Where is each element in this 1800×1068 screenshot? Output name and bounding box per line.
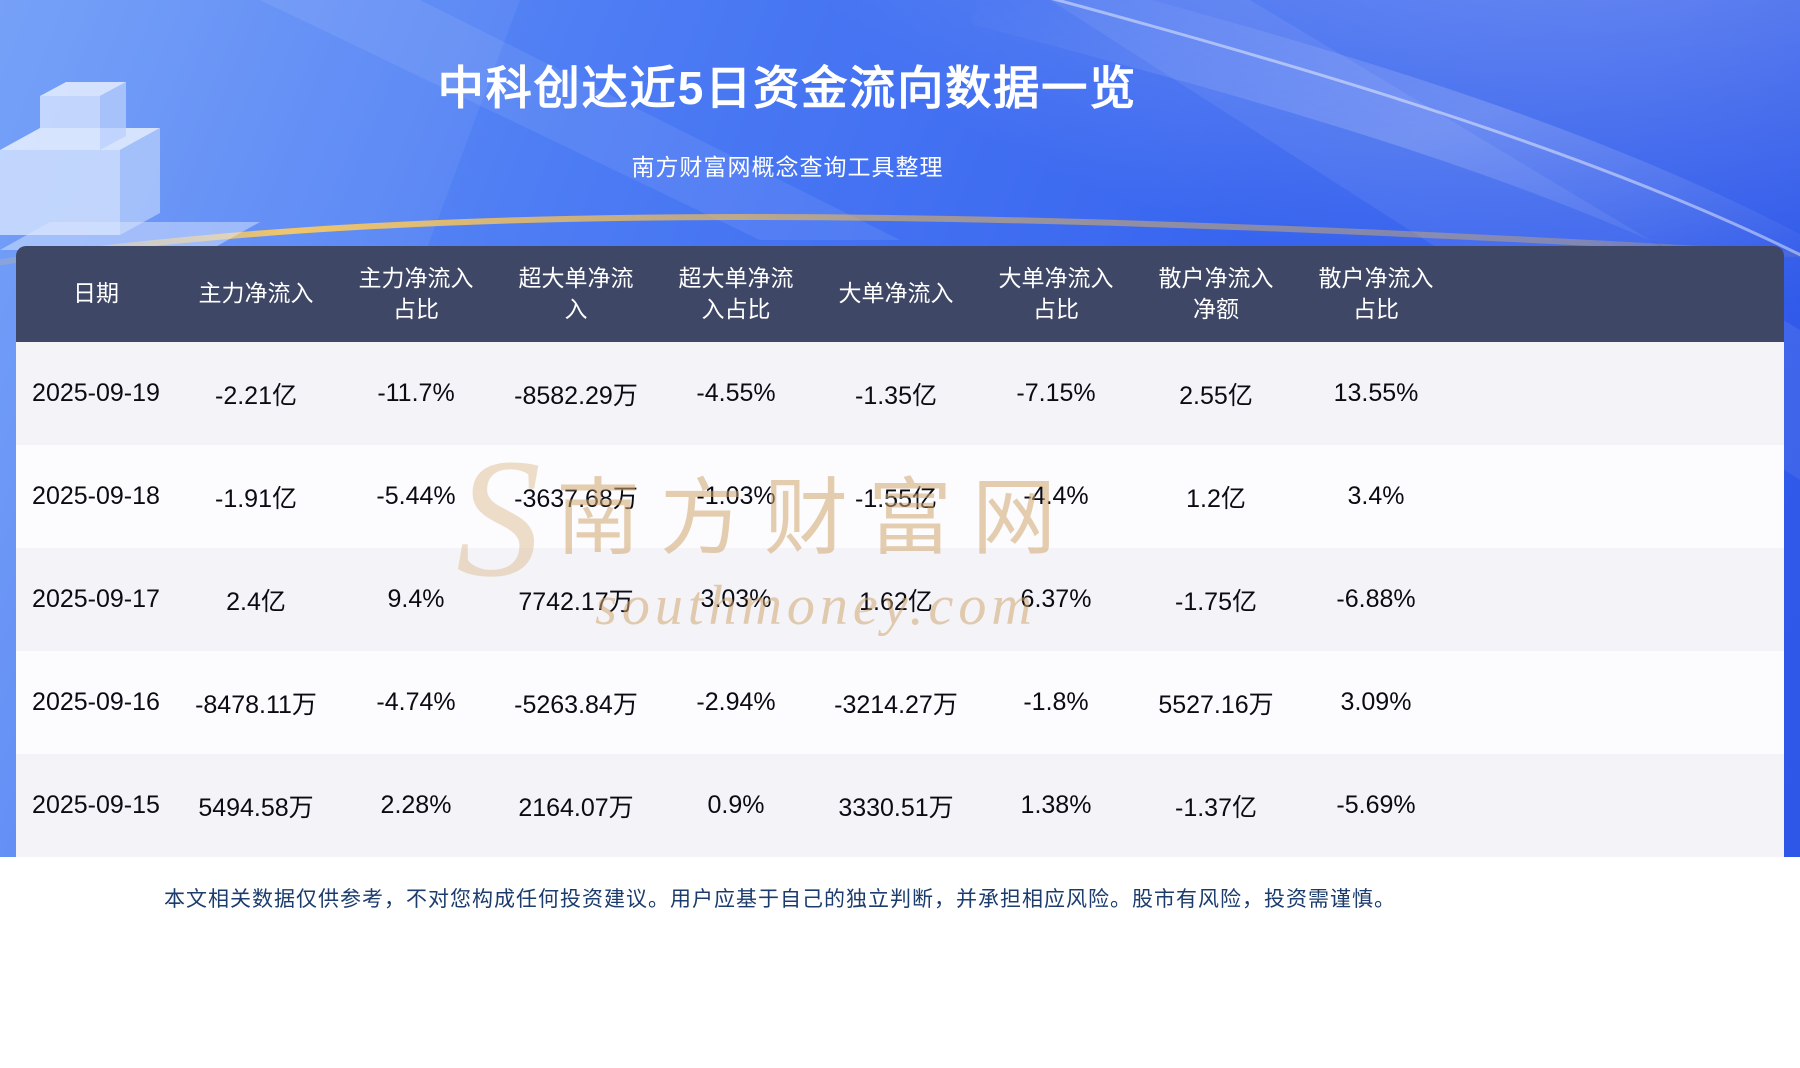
light-band (260, 0, 900, 240)
column-header-large-inflow: 大单净流入 (838, 280, 954, 307)
cell-date: 2025-09-19 (32, 379, 160, 407)
cell-large-inflow: -3214.27万 (834, 690, 958, 719)
cell-retail-inflow-pct: -5.69% (1336, 791, 1416, 819)
column-header-retail-inflow-pct: 散户净流入占比 (1318, 264, 1434, 322)
column-header-main-inflow-pct: 主力净流入占比 (358, 264, 474, 322)
cell-main-inflow: 2.4亿 (226, 587, 286, 616)
cell-retail-inflow: -1.37亿 (1175, 793, 1257, 822)
cell-main-inflow-pct: -11.7% (377, 379, 455, 407)
disclaimer-bar: 本文相关数据仅供参考，不对您构成任何投资建议。用户应基于自己的独立判断，并承担相… (0, 857, 1800, 1068)
cell-date: 2025-09-16 (32, 688, 160, 716)
cell-superlarge-inflow-pct: -2.94% (696, 688, 776, 716)
cell-superlarge-inflow: -8582.29万 (514, 381, 638, 410)
table-row: 2025-09-15 5494.58万 2.28% 2164.07万 0.9% … (16, 754, 1784, 857)
cell-date: 2025-09-15 (32, 791, 160, 819)
isometric-blocks (0, 82, 260, 250)
table-row: 2025-09-16 -8478.11万 -4.74% -5263.84万 -2… (16, 651, 1784, 754)
cell-retail-inflow-pct: 13.55% (1333, 379, 1419, 407)
cell-large-inflow-pct: -7.15% (1016, 379, 1096, 407)
cell-superlarge-inflow-pct: -1.03% (696, 482, 776, 510)
cell-main-inflow-pct: 9.4% (387, 585, 445, 613)
cell-retail-inflow: 1.2亿 (1186, 484, 1246, 513)
cell-large-inflow: -1.35亿 (855, 381, 937, 410)
cell-superlarge-inflow: 7742.17万 (518, 587, 634, 616)
table-header-row: 日期 主力净流入 主力净流入占比 超大单净流入 超大单净流入占比 大单净流入 大… (16, 246, 1784, 342)
cell-retail-inflow-pct: 3.09% (1340, 688, 1412, 716)
cell-large-inflow-pct: 1.38% (1020, 791, 1092, 819)
column-header-superlarge-inflow-pct: 超大单净流入占比 (678, 264, 794, 322)
cell-superlarge-inflow-pct: -4.55% (696, 379, 776, 407)
cell-main-inflow-pct: -4.74% (376, 688, 456, 716)
cell-date: 2025-09-17 (32, 585, 160, 613)
cell-large-inflow: 3330.51万 (838, 793, 954, 822)
cell-large-inflow-pct: -4.4% (1023, 482, 1089, 510)
table-row: 2025-09-18 -1.91亿 -5.44% -3637.68万 -1.03… (16, 445, 1784, 548)
fund-flow-table: 日期 主力净流入 主力净流入占比 超大单净流入 超大单净流入占比 大单净流入 大… (16, 246, 1784, 857)
cell-superlarge-inflow: -5263.84万 (514, 690, 638, 719)
cell-retail-inflow: 2.55亿 (1179, 381, 1253, 410)
table-row: 2025-09-17 2.4亿 9.4% 7742.17万 3.03% 1.62… (16, 548, 1784, 651)
table-row: 2025-09-19 -2.21亿 -11.7% -8582.29万 -4.55… (16, 342, 1784, 445)
column-header-date: 日期 (73, 280, 119, 307)
cell-large-inflow: -1.55亿 (855, 484, 937, 513)
cell-superlarge-inflow-pct: 3.03% (700, 585, 772, 613)
cell-large-inflow: 1.62亿 (859, 587, 933, 616)
page-title: 中科创达近5日资金流向数据一览 (437, 62, 1138, 114)
page-subtitle: 南方财富网概念查询工具整理 (631, 154, 944, 180)
cell-large-inflow-pct: -1.8% (1023, 688, 1089, 716)
cell-superlarge-inflow: -3637.68万 (514, 484, 638, 513)
cell-retail-inflow: 5527.16万 (1158, 690, 1274, 719)
cell-superlarge-inflow-pct: 0.9% (707, 791, 765, 819)
light-swoosh-line (1051, 0, 1800, 257)
cell-main-inflow: -8478.11万 (195, 690, 317, 719)
cell-retail-inflow: -1.75亿 (1175, 587, 1257, 616)
cell-main-inflow-pct: 2.28% (380, 791, 452, 819)
column-header-superlarge-inflow: 超大单净流入 (518, 264, 634, 322)
light-swoosh (970, 0, 1800, 314)
column-header-main-inflow: 主力净流入 (198, 280, 314, 307)
cell-main-inflow: -2.21亿 (215, 381, 297, 410)
cell-date: 2025-09-18 (32, 482, 160, 510)
cell-main-inflow: -1.91亿 (215, 484, 297, 513)
cell-superlarge-inflow: 2164.07万 (518, 793, 634, 822)
gold-arc (0, 214, 1800, 266)
cell-large-inflow-pct: 6.37% (1020, 585, 1092, 613)
cell-main-inflow: 5494.58万 (198, 793, 314, 822)
cell-retail-inflow-pct: -6.88% (1336, 585, 1416, 613)
column-header-large-inflow-pct: 大单净流入占比 (998, 264, 1114, 322)
cell-main-inflow-pct: -5.44% (376, 482, 456, 510)
cell-retail-inflow-pct: 3.4% (1347, 482, 1405, 510)
disclaimer-text: 本文相关数据仅供参考，不对您构成任何投资建议。用户应基于自己的独立判断，并承担相… (164, 888, 1396, 911)
column-header-retail-inflow: 散户净流入净额 (1158, 264, 1274, 322)
